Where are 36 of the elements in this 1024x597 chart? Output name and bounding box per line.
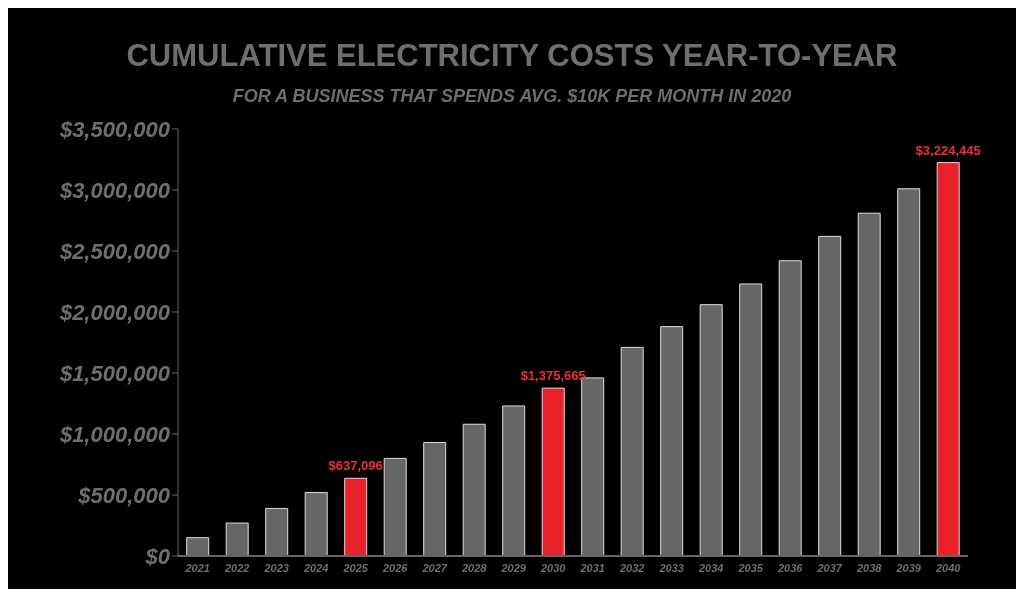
y-tick-label: $3,500,000 — [58, 116, 171, 142]
chart-title: CUMULATIVE ELECTRICITY COSTS YEAR-TO-YEAR — [125, 37, 899, 74]
x-tick-label: 2037 — [816, 561, 843, 574]
x-tick-label: 2024 — [303, 561, 329, 574]
bar — [344, 477, 368, 556]
x-tick-label: 2025 — [342, 561, 369, 574]
x-tick-label: 2029 — [500, 561, 527, 574]
bar — [936, 162, 960, 556]
data-label: $637,096 — [328, 458, 383, 474]
x-tick-label: 2031 — [579, 561, 605, 574]
x-tick-label: 2035 — [737, 561, 764, 574]
x-tick-label: 2027 — [421, 561, 448, 574]
y-tick-label: $500,000 — [77, 482, 171, 508]
x-tick-label: 2023 — [263, 561, 289, 574]
data-label: $3,224,445 — [915, 142, 981, 158]
x-tick-label: 2039 — [895, 561, 922, 574]
x-tick-label: 2038 — [856, 561, 883, 574]
y-tick-label: $3,000,000 — [58, 177, 171, 203]
x-tick-label: 2032 — [619, 561, 645, 574]
x-tick-label: 2022 — [224, 561, 250, 574]
x-tick-label: 2034 — [698, 561, 724, 574]
x-tick-label: 2026 — [382, 561, 409, 574]
bar — [541, 387, 565, 556]
x-tick-label: 2021 — [184, 561, 210, 574]
x-tick-label: 2036 — [777, 561, 804, 574]
y-tick-label: $2,500,000 — [58, 238, 171, 264]
y-tick-label: $0 — [144, 543, 171, 569]
y-tick-label: $1,500,000 — [58, 360, 171, 386]
data-label: $1,375,665 — [520, 368, 586, 384]
x-tick-label: 2028 — [461, 561, 488, 574]
x-tick-label: 2030 — [540, 561, 567, 574]
y-tick-label: $1,000,000 — [58, 421, 171, 447]
x-tick-label: 2033 — [658, 561, 684, 574]
chart-subtitle: FOR A BUSINESS THAT SPENDS AVG. $10K PER MONTH IN 2020 — [231, 86, 793, 107]
x-tick-label: 2040 — [935, 561, 962, 574]
y-tick-label: $2,000,000 — [58, 299, 171, 325]
